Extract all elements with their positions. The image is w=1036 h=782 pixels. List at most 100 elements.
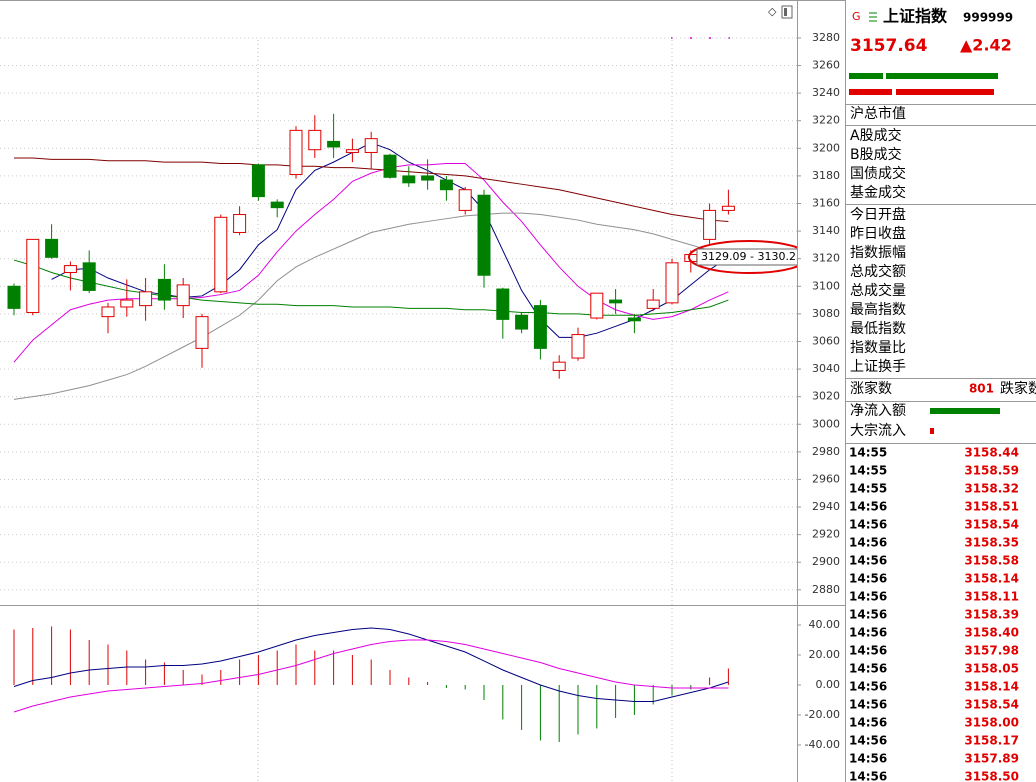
- candle-body: [63, 265, 77, 273]
- y-tick-label: 3200: [812, 141, 840, 154]
- field-label: 基金成交: [850, 184, 906, 201]
- candle-body: [7, 285, 21, 309]
- macd-pane: [13, 626, 729, 742]
- tick-time: 14:56: [849, 716, 887, 730]
- tick-time: 14:56: [849, 590, 887, 604]
- field-label: 最高指数: [850, 301, 906, 318]
- index-code: 999999: [963, 11, 1013, 25]
- tick-price: 3158.00: [964, 716, 1019, 730]
- candle-body: [26, 238, 40, 314]
- candle-body: [214, 216, 228, 293]
- y-tick-label: 2960: [812, 472, 840, 485]
- candle-body: [477, 194, 491, 276]
- flow-bar: [930, 408, 1000, 414]
- highlight: [688, 240, 797, 274]
- line: [13, 639, 729, 713]
- tick-price: 3158.54: [964, 518, 1019, 532]
- candle-body: [496, 288, 510, 320]
- tick-time: 14:55: [849, 464, 887, 478]
- y-tick-label: 3240: [812, 86, 840, 99]
- candle-body: [233, 214, 247, 233]
- candle-body: [327, 140, 341, 148]
- bar: [849, 73, 883, 79]
- field-label: 上证换手: [850, 358, 906, 375]
- down-label: 跌家数: [1000, 380, 1036, 397]
- tick-price: 3158.58: [964, 554, 1019, 568]
- tick-time: 14:56: [849, 626, 887, 640]
- field-label: 昨日收盘: [850, 225, 906, 242]
- y-tick-label: 3040: [812, 362, 840, 375]
- candle-body: [552, 361, 566, 371]
- candle-body: [289, 129, 303, 176]
- line: [13, 212, 729, 400]
- tick-time: 14:56: [849, 608, 887, 622]
- y-tick-label: 3220: [812, 114, 840, 127]
- field-label: 指数振幅: [850, 245, 906, 261]
- y-tick-label: 3280: [812, 31, 840, 44]
- field-label: 今日开盘: [850, 206, 906, 223]
- candle-body: [515, 314, 529, 330]
- up-label: 涨家数: [850, 380, 892, 397]
- y-tick-label: 3180: [812, 169, 840, 182]
- y-tick-label: 3100: [812, 279, 840, 292]
- field-label: 最低指数: [850, 321, 906, 337]
- y-tick-label: 3020: [812, 390, 840, 403]
- tick-price: 3158.35: [964, 536, 1019, 550]
- candle-body: [703, 209, 717, 240]
- tick-time: 14:56: [849, 572, 887, 586]
- candle-body: [364, 138, 378, 153]
- candle-body: [157, 278, 171, 301]
- field-label: A股成交: [850, 127, 902, 144]
- tick-time: 14:56: [849, 644, 887, 658]
- candle-body: [646, 299, 660, 309]
- tick-price: 3158.14: [964, 680, 1019, 694]
- candle-body: [627, 317, 641, 322]
- tick-time: 14:55: [849, 482, 887, 496]
- candle-body: [45, 238, 59, 258]
- tick-time: 14:55: [849, 446, 887, 460]
- tick-price: 3158.39: [964, 608, 1019, 622]
- y-tick-label: 3060: [812, 334, 840, 347]
- candle-body: [571, 334, 585, 359]
- candle-body: [120, 299, 134, 308]
- tick-time: 14:56: [849, 518, 887, 532]
- tick-price: 3158.54: [964, 698, 1019, 712]
- icon[interactable]: ◇: [768, 5, 777, 18]
- quote-panel: G 上证指数 999999 3157.64 ▲2.42 涨家数 801 跌家数 …: [846, 7, 1036, 782]
- tick-price: 3158.05: [964, 662, 1019, 676]
- annotation: 3129.09 - 3130.23: [701, 250, 803, 263]
- y-tick-label: 3120: [812, 252, 840, 265]
- y-tick-label: 40.00: [809, 618, 841, 631]
- candle-body: [665, 262, 679, 304]
- candle-body: [421, 175, 435, 181]
- line: [13, 259, 729, 316]
- tick-price: 3158.17: [964, 734, 1019, 748]
- tick-time: 14:56: [849, 680, 887, 694]
- tick-price: 3157.89: [964, 752, 1019, 766]
- logo: G: [852, 10, 861, 23]
- y-tick-label: 3080: [812, 307, 840, 320]
- menu-icon[interactable]: [869, 12, 877, 22]
- field-label: 指数量比: [850, 340, 906, 356]
- tick-price: 3158.59: [964, 464, 1019, 478]
- tick-price: 3158.50: [964, 770, 1019, 782]
- tick-time: 14:56: [849, 752, 887, 766]
- annotation-box: [696, 248, 797, 266]
- tick-price: 3158.32: [964, 482, 1019, 496]
- candle-body: [383, 154, 397, 178]
- candle-body: [345, 149, 359, 153]
- tick-time: 14:56: [849, 734, 887, 748]
- candle-body: [195, 316, 209, 349]
- field-label: 沪总市值: [850, 105, 906, 122]
- flow-label: 净流入额: [850, 403, 906, 419]
- tick-time: 14:56: [849, 554, 887, 568]
- bar: [886, 73, 998, 79]
- y-tick-label: 2940: [812, 500, 840, 513]
- tick-time: 14:56: [849, 770, 887, 782]
- line: [13, 627, 729, 702]
- candle-body: [439, 179, 453, 191]
- bar: [849, 89, 892, 95]
- candle-body: [251, 164, 265, 198]
- tick-price: 3158.11: [964, 590, 1019, 604]
